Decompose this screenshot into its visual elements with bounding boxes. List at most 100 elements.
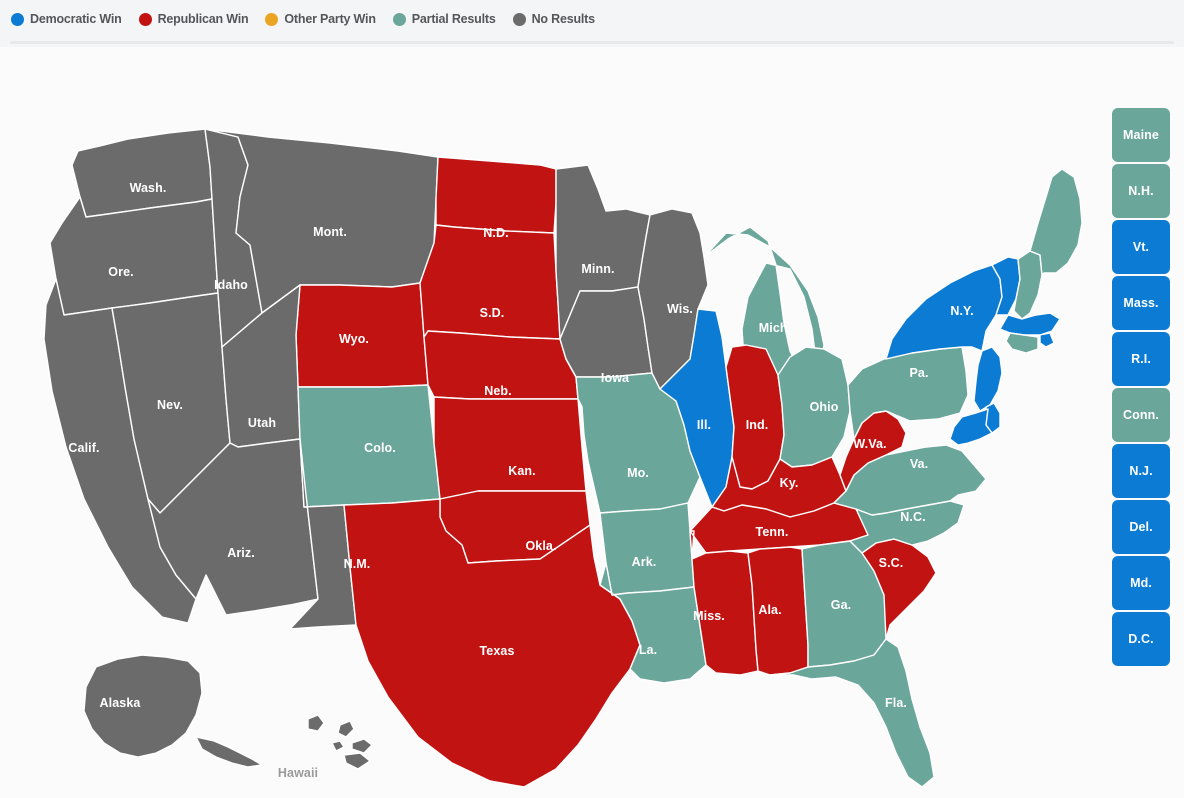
state-shape-group xyxy=(43,128,1083,788)
state-label-fl: Fla. xyxy=(885,696,907,710)
state-md[interactable] xyxy=(949,408,993,446)
state-label-ut: Utah xyxy=(248,416,276,430)
legend-item-label: Democratic Win xyxy=(30,11,122,26)
state-box-label: N.H. xyxy=(1128,184,1154,198)
state-ak[interactable] xyxy=(83,654,263,768)
state-box-label: Del. xyxy=(1129,520,1153,534)
circle-icon xyxy=(512,12,526,26)
state-label-nm: N.M. xyxy=(344,557,371,571)
state-ct[interactable] xyxy=(1005,332,1039,354)
legend-item[interactable]: No Results xyxy=(512,11,595,26)
state-box-label: Md. xyxy=(1130,576,1152,590)
state-la[interactable] xyxy=(599,562,707,684)
state-label-la: La. xyxy=(639,643,657,657)
state-label-ga: Ga. xyxy=(831,598,851,612)
state-nh[interactable] xyxy=(1013,250,1043,320)
state-box-nj[interactable]: N.J. xyxy=(1112,444,1170,498)
state-label-ar: Ark. xyxy=(632,555,657,569)
state-box-dc[interactable]: D.C. xyxy=(1112,612,1170,666)
state-label-nd: N.D. xyxy=(483,226,508,240)
state-label-ny: N.Y. xyxy=(950,304,973,318)
circle-icon xyxy=(138,12,152,26)
state-nj[interactable] xyxy=(973,346,1003,412)
state-label-hi: Hawaii xyxy=(278,766,318,780)
state-me[interactable] xyxy=(1029,168,1083,276)
small-state-box-column: Maine N.H. Vt. Mass. R.I. Conn. N.J. Del. Md. D.C… xyxy=(1112,108,1184,666)
state-box-vt[interactable]: Vt. xyxy=(1112,220,1170,274)
state-box-label: Conn. xyxy=(1123,408,1159,422)
state-ks[interactable] xyxy=(433,396,587,500)
state-vt[interactable] xyxy=(991,256,1021,316)
state-label-id: Idaho xyxy=(214,278,248,292)
state-box-me[interactable]: Maine xyxy=(1112,108,1170,162)
state-oh[interactable] xyxy=(777,346,851,468)
state-label-wa: Wash. xyxy=(130,181,167,195)
legend-item-label: No Results xyxy=(531,11,595,26)
state-label-wv: W.Va. xyxy=(853,437,886,451)
legend-item-label: Other Party Win xyxy=(284,11,376,26)
state-label-ak: Alaska xyxy=(100,696,142,710)
legend-bar: Democratic Win Republican Win Other Party … xyxy=(0,0,1184,47)
state-label-or: Ore. xyxy=(108,265,133,279)
state-label-az: Ariz. xyxy=(227,546,255,560)
state-label-va: Va. xyxy=(910,457,928,471)
state-label-ca: Calif. xyxy=(68,441,99,455)
us-election-map: Wash. Ore. Calif. Nev. Idaho Mont. Wyo. Utah Ari… xyxy=(0,47,1184,798)
circle-icon xyxy=(392,12,406,26)
state-box-label: N.J. xyxy=(1129,464,1153,478)
legend-item[interactable]: Partial Results xyxy=(392,11,496,26)
state-label-co: Colo. xyxy=(364,441,396,455)
state-sd[interactable] xyxy=(419,224,561,340)
state-va[interactable] xyxy=(833,444,987,516)
state-label-ms: Miss. xyxy=(693,609,725,623)
state-box-md[interactable]: Md. xyxy=(1112,556,1170,610)
state-label-wi: Wis. xyxy=(667,302,693,316)
state-hi[interactable] xyxy=(307,714,373,770)
state-ny[interactable] xyxy=(885,264,1003,360)
state-label-al: Ala. xyxy=(758,603,781,617)
state-ri[interactable] xyxy=(1039,332,1055,348)
circle-icon xyxy=(265,12,279,26)
us-map-svg: Wash. Ore. Calif. Nev. Idaho Mont. Wyo. Utah Ari… xyxy=(43,128,1083,788)
state-label-wy: Wyo. xyxy=(339,332,369,346)
state-label-ok: Okla. xyxy=(525,539,556,553)
state-box-nh[interactable]: N.H. xyxy=(1112,164,1170,218)
state-label-ky: Ky. xyxy=(780,476,799,490)
state-box-label: D.C. xyxy=(1128,632,1154,646)
legend-item[interactable]: Democratic Win xyxy=(11,11,122,26)
state-label-mo: Mo. xyxy=(627,466,649,480)
state-label-ne: Neb. xyxy=(484,384,512,398)
state-box-de[interactable]: Del. xyxy=(1112,500,1170,554)
legend-item-label: Partial Results xyxy=(411,11,496,26)
state-label-ia: Iowa xyxy=(601,371,630,385)
state-label-group: Wash. Ore. Calif. Nev. Idaho Mont. Wyo. Utah Ari… xyxy=(68,181,973,780)
state-label-tx: Texas xyxy=(479,644,514,658)
state-box-label: Mass. xyxy=(1123,296,1159,310)
state-box-label: Vt. xyxy=(1132,240,1150,254)
state-fl[interactable] xyxy=(769,638,935,788)
state-label-oh: Ohio xyxy=(810,400,839,414)
state-label-il: Ill. xyxy=(697,418,711,432)
state-box-ri[interactable]: R.I. xyxy=(1112,332,1170,386)
state-ar[interactable] xyxy=(599,502,695,596)
state-box-ct[interactable]: Conn. xyxy=(1112,388,1170,442)
state-label-nv: Nev. xyxy=(157,398,183,412)
state-label-tn: Tenn. xyxy=(756,525,789,539)
legend-item[interactable]: Republican Win xyxy=(138,12,249,26)
state-label-pa: Pa. xyxy=(909,366,928,380)
state-label-mi: Mich. xyxy=(759,321,791,335)
legend-item[interactable]: Other Party Win xyxy=(265,11,376,26)
legend-item-list: Democratic Win Republican Win Other Party … xyxy=(0,0,1184,38)
state-label-mt: Mont. xyxy=(313,225,347,239)
state-box-ma[interactable]: Mass. xyxy=(1112,276,1170,330)
state-nd[interactable] xyxy=(435,156,557,234)
state-label-sd: S.D. xyxy=(480,306,505,320)
state-ma[interactable] xyxy=(999,312,1061,336)
state-box-label: R.I. xyxy=(1131,352,1151,366)
state-label-in: Ind. xyxy=(746,418,769,432)
circle-icon xyxy=(11,12,24,26)
state-label-ks: Kan. xyxy=(508,464,536,478)
state-label-sc: S.C. xyxy=(879,556,904,570)
state-nm[interactable] xyxy=(289,438,357,630)
legend-divider xyxy=(10,41,1174,44)
